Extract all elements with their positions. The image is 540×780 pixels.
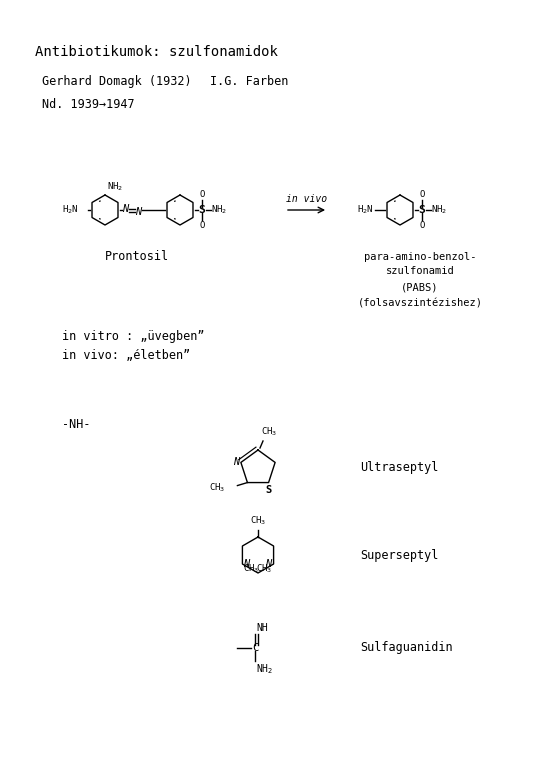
- Text: S: S: [266, 484, 272, 495]
- Text: O: O: [199, 190, 204, 199]
- Text: (folsavszintézishez): (folsavszintézishez): [357, 298, 483, 308]
- Text: szulfonamid: szulfonamid: [386, 266, 454, 276]
- Text: I.G. Farben: I.G. Farben: [210, 75, 288, 88]
- Text: N: N: [233, 457, 239, 467]
- Text: N: N: [135, 207, 141, 217]
- Text: C: C: [252, 643, 258, 653]
- Text: N: N: [244, 559, 249, 569]
- Text: N: N: [122, 204, 129, 214]
- Text: in vivo: „életben”: in vivo: „életben”: [62, 349, 190, 362]
- Text: O: O: [199, 221, 204, 230]
- Text: CH$_3$: CH$_3$: [250, 515, 266, 527]
- Text: in vitro : „üvegben”: in vitro : „üvegben”: [62, 330, 205, 343]
- Text: Ultraseptyl: Ultraseptyl: [360, 462, 438, 474]
- Text: H$_2$N: H$_2$N: [357, 204, 374, 216]
- Text: Prontosil: Prontosil: [105, 250, 169, 263]
- Text: S: S: [198, 205, 205, 215]
- Text: (PABS): (PABS): [401, 283, 438, 293]
- Text: -NH-: -NH-: [62, 418, 91, 431]
- Text: N: N: [265, 559, 272, 569]
- Text: Antibiotikumok: szulfonamidok: Antibiotikumok: szulfonamidok: [35, 45, 278, 59]
- Text: para-amino-benzol-: para-amino-benzol-: [364, 252, 476, 262]
- Text: H$_2$N: H$_2$N: [62, 204, 79, 216]
- Text: CH$_3$: CH$_3$: [261, 426, 278, 438]
- Text: NH$_2$: NH$_2$: [107, 180, 123, 193]
- Text: in vivo: in vivo: [286, 194, 327, 204]
- Text: Nd. 1939→1947: Nd. 1939→1947: [42, 98, 134, 111]
- Text: NH: NH: [256, 623, 268, 633]
- Text: CH$_3$: CH$_3$: [209, 481, 225, 494]
- Text: O: O: [419, 221, 424, 230]
- Text: NH$_2$: NH$_2$: [256, 662, 273, 675]
- Text: S: S: [418, 205, 425, 215]
- Text: CH$_3$: CH$_3$: [243, 562, 260, 576]
- Text: Gerhard Domagk (1932): Gerhard Domagk (1932): [42, 75, 192, 88]
- Text: O: O: [419, 190, 424, 199]
- Text: NH$_2$: NH$_2$: [211, 204, 227, 216]
- Text: NH$_2$: NH$_2$: [431, 204, 447, 216]
- Text: CH$_3$: CH$_3$: [256, 562, 273, 576]
- Text: Superseptyl: Superseptyl: [360, 548, 438, 562]
- Text: Sulfaguanidin: Sulfaguanidin: [360, 641, 453, 654]
